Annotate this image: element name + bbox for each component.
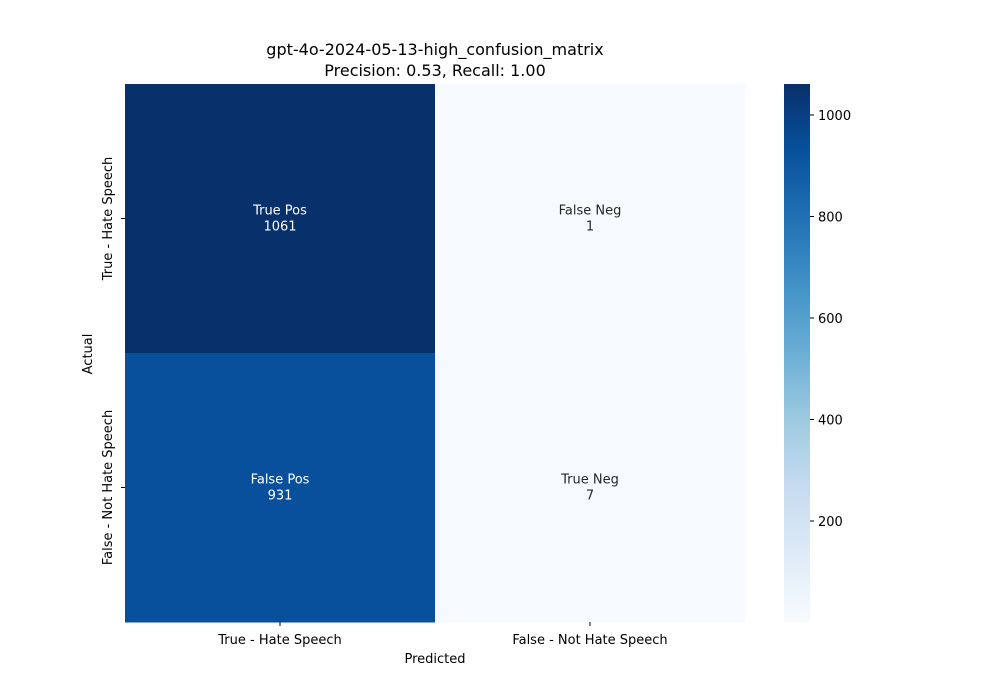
colorbar-tick-label: 1000 <box>818 109 851 124</box>
colorbar-tick-label: 200 <box>818 515 843 530</box>
heatmap-cell <box>125 353 436 623</box>
cell-label: False Pos <box>251 473 310 488</box>
colorbar-tick-label: 600 <box>818 312 843 327</box>
colorbar-tick-label: 800 <box>818 210 843 225</box>
y-axis-label: Actual <box>81 334 96 375</box>
x-tick-label: False - Not Hate Speech <box>512 633 667 648</box>
chart-title: gpt-4o-2024-05-13-high_confusion_matrix <box>266 40 603 60</box>
chart-subtitle: Precision: 0.53, Recall: 1.00 <box>324 61 546 80</box>
cell-label: True Neg <box>560 473 619 488</box>
y-tick-label: True - Hate Speech <box>101 157 116 281</box>
cell-value: 1061 <box>263 220 296 235</box>
colorbar-tick-label: 400 <box>818 413 843 428</box>
y-tick-label: False - Not Hate Speech <box>101 410 116 565</box>
colorbar-ticks: 200 400 600 800 1000 <box>810 109 851 530</box>
x-axis-label: Predicted <box>404 652 465 667</box>
heatmap-cell <box>435 84 746 354</box>
colorbar <box>784 84 810 622</box>
cell-label: False Neg <box>559 204 622 219</box>
heatmap-axes: True - Hate Speech False - Not Hate Speec… <box>101 157 668 648</box>
heatmap-cell <box>125 84 436 354</box>
cell-value: 931 <box>268 489 293 504</box>
cell-value: 1 <box>586 220 594 235</box>
heatmap-cell <box>435 353 746 623</box>
cell-label: True Pos <box>252 204 307 219</box>
cell-value: 7 <box>586 489 594 504</box>
x-tick-label: True - Hate Speech <box>217 633 341 648</box>
